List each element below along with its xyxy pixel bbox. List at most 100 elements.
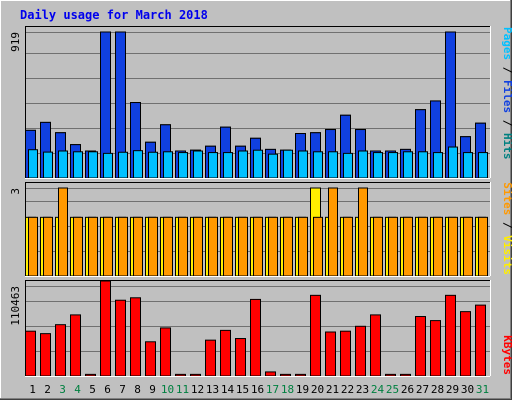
bar-hits-pages-day-2 <box>43 151 53 179</box>
bar-hits-pages-day-20 <box>313 151 323 179</box>
bar-hits-pages-day-31 <box>478 152 488 179</box>
x-tick-label-day-7: 7 <box>119 383 126 396</box>
legend-item-sites: Sites <box>501 182 512 215</box>
legend-separator: / <box>501 113 512 133</box>
bar-hits-pages-day-17 <box>268 153 278 179</box>
x-tick-label-day-10: 10 <box>161 383 174 396</box>
bar-visits-sites-day-27 <box>418 216 428 277</box>
bar-kbytes-kbytes-day-25 <box>385 373 396 377</box>
bar-visits-sites-day-31 <box>478 216 488 277</box>
bar-visits-sites-day-29 <box>448 216 458 277</box>
bar-visits-sites-day-17 <box>268 216 278 277</box>
bar-visits-sites-day-4 <box>73 216 83 277</box>
bar-hits-pages-day-15 <box>238 150 248 179</box>
panel-visits-legend: Sites / Visits <box>501 182 512 275</box>
panel-kbytes-legend: KBytes <box>501 335 512 375</box>
x-tick-label-day-21: 21 <box>326 383 339 396</box>
bar-kbytes-kbytes-day-20 <box>310 294 321 377</box>
x-tick-label-day-25: 25 <box>386 383 399 396</box>
bar-kbytes-kbytes-day-21 <box>325 331 336 377</box>
x-tick-label-day-11: 11 <box>176 383 189 396</box>
panel-visits-ymax-label: 3 <box>9 188 22 195</box>
bar-visits-sites-day-7 <box>118 216 128 277</box>
x-tick-label-day-19: 19 <box>296 383 309 396</box>
bar-hits-pages-day-6 <box>103 152 113 179</box>
bar-kbytes-kbytes-day-29 <box>445 294 456 377</box>
bar-hits-pages-day-25 <box>388 152 398 179</box>
x-tick-label-day-8: 8 <box>134 383 141 396</box>
bar-hits-pages-day-28 <box>433 152 443 179</box>
bar-kbytes-kbytes-day-17 <box>265 371 276 377</box>
bar-visits-sites-day-9 <box>148 216 158 277</box>
x-tick-label-day-3: 3 <box>59 383 66 396</box>
x-tick-label-day-4: 4 <box>74 383 81 396</box>
bar-kbytes-kbytes-day-26 <box>400 373 411 377</box>
bar-visits-sites-day-21 <box>328 187 338 277</box>
bar-hits-pages-day-5 <box>88 151 98 179</box>
panel-kbytes-ymax-label: 110463 <box>9 286 22 326</box>
bar-hits-pages-day-18 <box>283 149 293 179</box>
panel-kbytes: 110463 KBytes <box>9 280 512 377</box>
bar-hits-pages-day-13 <box>208 152 218 179</box>
bar-kbytes-kbytes-day-7 <box>115 299 126 377</box>
bar-hits-pages-day-30 <box>463 152 473 179</box>
bar-visits-sites-day-1 <box>28 216 38 277</box>
legend-item-files: Files <box>501 80 512 113</box>
bar-hits-pages-day-3 <box>58 150 68 179</box>
bar-visits-sites-day-20 <box>313 216 323 277</box>
panel-visits: 3 Sites / Visits <box>9 182 512 277</box>
x-tick-label-day-30: 30 <box>461 383 474 396</box>
bar-hits-pages-day-21 <box>328 151 338 179</box>
x-tick-label-day-6: 6 <box>104 383 111 396</box>
bar-visits-sites-day-12 <box>193 216 203 277</box>
bar-hits-pages-day-16 <box>253 149 263 179</box>
bar-visits-sites-day-8 <box>133 216 143 277</box>
bar-hits-pages-day-23 <box>358 150 368 179</box>
x-tick-label-day-23: 23 <box>356 383 369 396</box>
bar-kbytes-kbytes-day-3 <box>55 324 66 377</box>
bar-hits-pages-day-26 <box>403 151 413 179</box>
bar-kbytes-kbytes-day-9 <box>145 341 156 377</box>
x-tick-label-day-16: 16 <box>251 383 264 396</box>
x-tick-label-day-18: 18 <box>281 383 294 396</box>
bar-kbytes-kbytes-day-2 <box>40 333 51 377</box>
x-tick-label-day-5: 5 <box>89 383 96 396</box>
bar-visits-sites-day-23 <box>358 187 368 277</box>
x-tick-label-day-1: 1 <box>29 383 36 396</box>
x-tick-label-day-29: 29 <box>446 383 459 396</box>
bar-visits-sites-day-25 <box>388 216 398 277</box>
panel-hits: 919 Pages / Files / Hits <box>9 26 512 179</box>
bar-hits-pages-day-7 <box>118 151 128 179</box>
bar-kbytes-kbytes-day-23 <box>355 325 366 377</box>
x-tick-label-day-27: 27 <box>416 383 429 396</box>
bar-visits-sites-day-6 <box>103 216 113 277</box>
x-tick-label-day-13: 13 <box>206 383 219 396</box>
bar-visits-sites-day-19 <box>298 216 308 277</box>
bar-visits-sites-day-2 <box>43 216 53 277</box>
x-tick-label-day-15: 15 <box>236 383 249 396</box>
bar-kbytes-kbytes-day-28 <box>430 320 441 377</box>
bar-visits-sites-day-30 <box>463 216 473 277</box>
bar-visits-sites-day-10 <box>163 216 173 277</box>
chart-title: Daily usage for March 2018 <box>20 8 208 22</box>
legend-item-pages: Pages <box>501 27 512 60</box>
x-tick-label-day-24: 24 <box>371 383 385 396</box>
bar-visits-sites-day-24 <box>373 216 383 277</box>
bar-hits-pages-day-10 <box>163 151 173 179</box>
x-tick-label-day-26: 26 <box>401 383 414 396</box>
bar-visits-sites-day-11 <box>178 216 188 277</box>
bar-kbytes-kbytes-day-14 <box>220 329 231 377</box>
bar-kbytes-kbytes-day-27 <box>415 316 426 377</box>
bar-hits-pages-day-12 <box>193 150 203 179</box>
bar-hits-pages-day-4 <box>73 151 83 179</box>
bar-hits-pages-day-29 <box>448 146 458 179</box>
bar-kbytes-kbytes-day-10 <box>160 327 171 377</box>
x-tick-label-day-12: 12 <box>191 383 204 396</box>
bar-visits-sites-day-3 <box>58 187 68 277</box>
bar-kbytes-kbytes-day-11 <box>175 373 186 377</box>
bar-kbytes-kbytes-day-31 <box>475 304 486 377</box>
bar-visits-sites-day-16 <box>253 216 263 277</box>
bar-hits-pages-day-8 <box>133 150 143 179</box>
bar-hits-pages-day-9 <box>148 151 158 179</box>
